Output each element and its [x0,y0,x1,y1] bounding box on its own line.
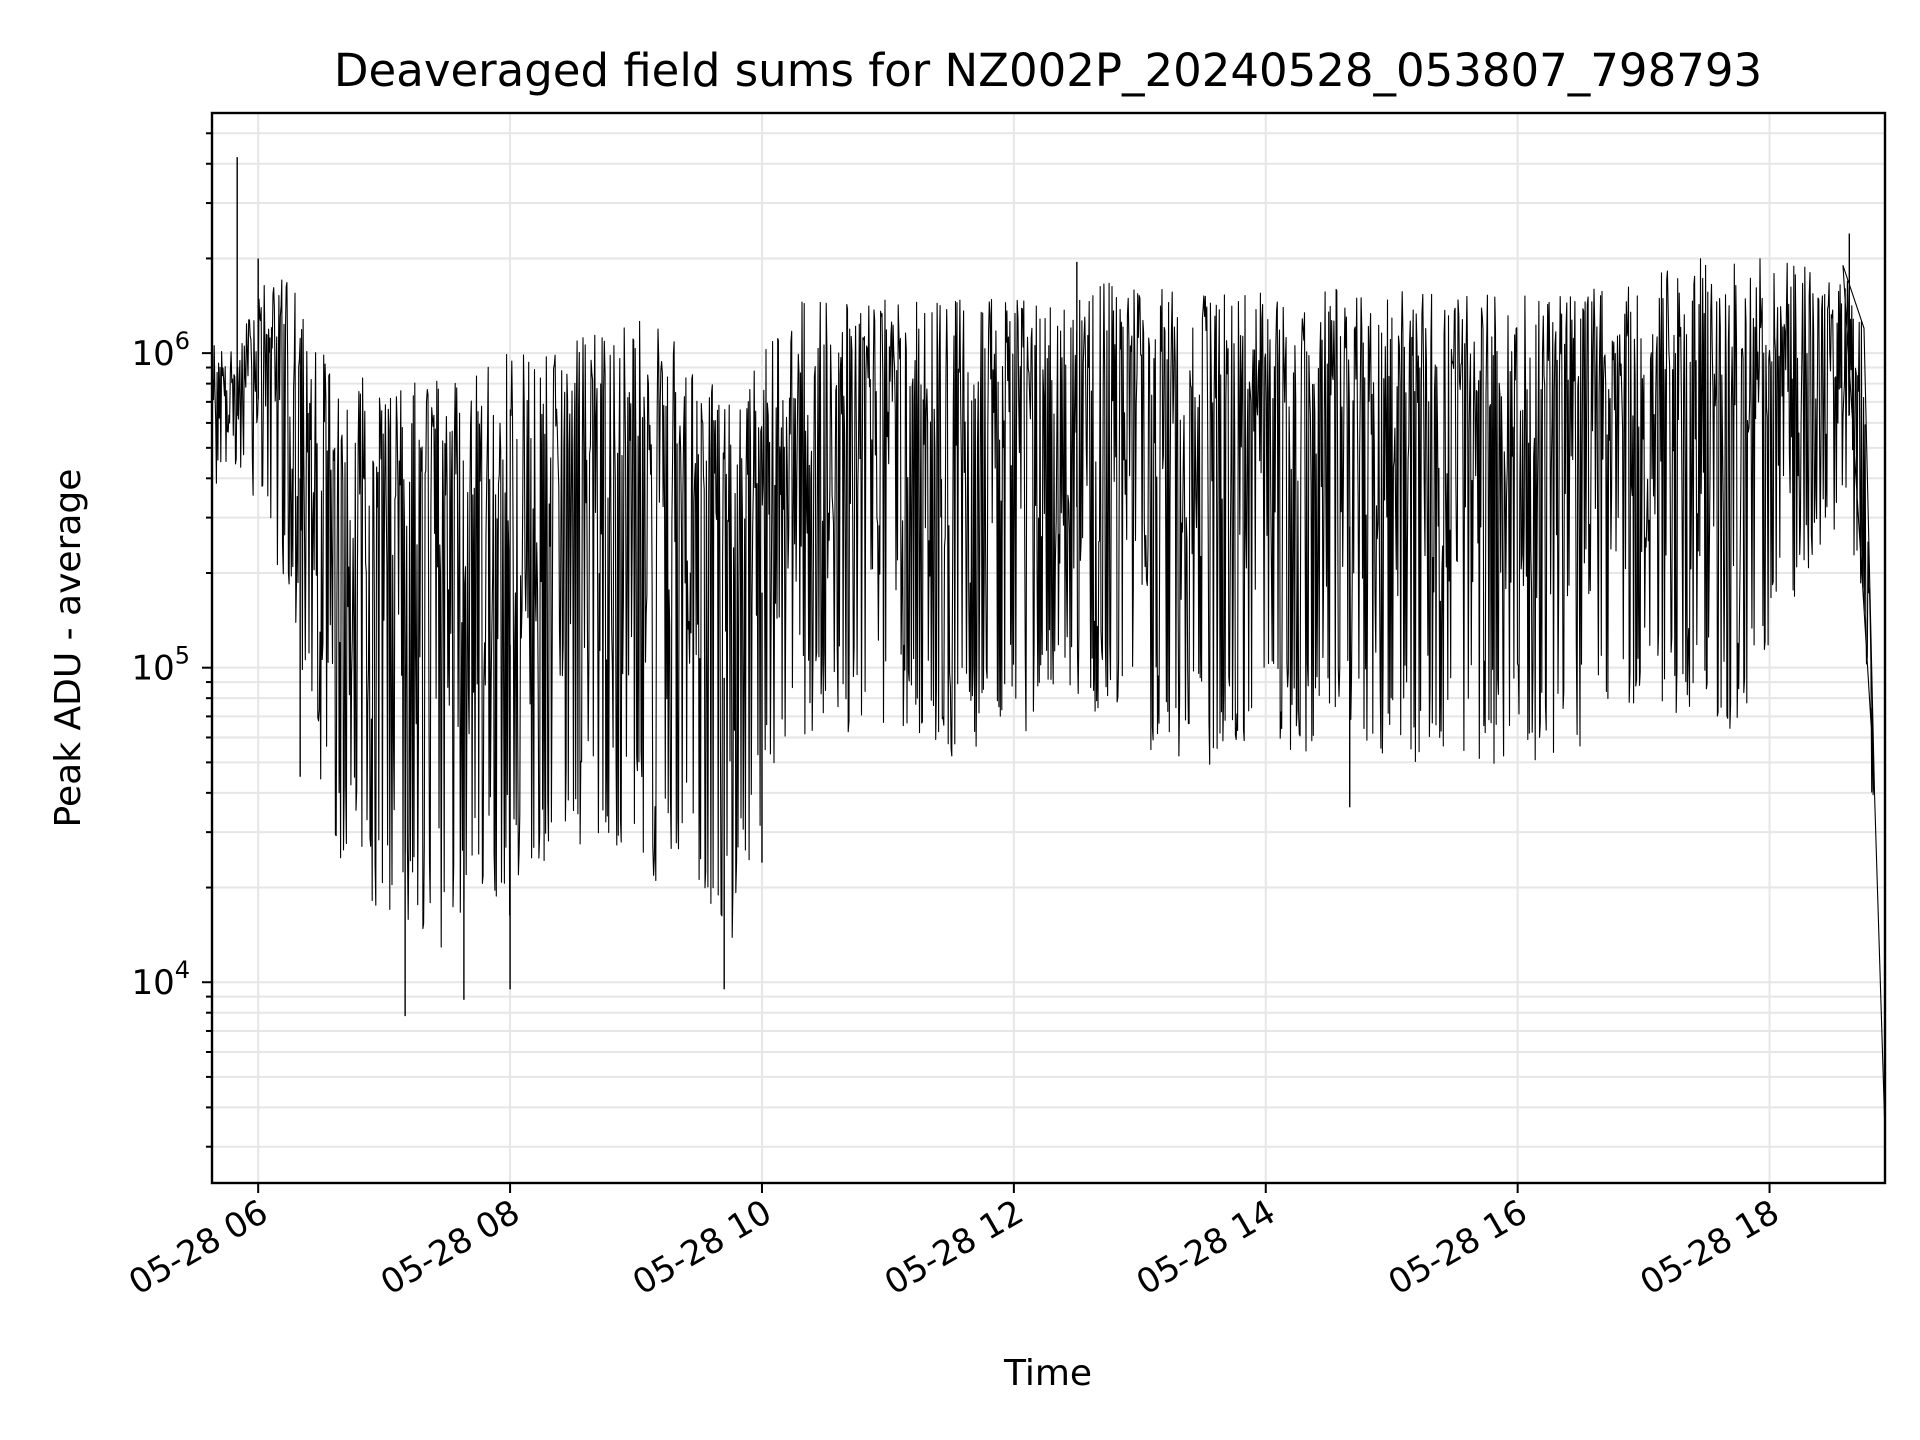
x-tick-label: 05-28 06 [122,1192,274,1303]
x-tick-label: 05-28 10 [626,1192,778,1303]
x-tick-label: 05-28 14 [1130,1192,1282,1303]
plot-area [212,157,1885,1134]
series-line [212,258,1885,1134]
x-tick-label: 05-28 18 [1634,1192,1786,1303]
chart-title: Deaveraged field sums for NZ002P_2024052… [334,44,1762,97]
x-tick-label: 05-28 16 [1382,1192,1534,1303]
y-axis-label: Peak ADU - average [48,469,89,828]
x-axis-label: Time [1003,1353,1092,1394]
x-tick-label: 05-28 12 [878,1192,1030,1303]
plot-frame [210,111,1887,1185]
axis-ticks: 104 105 106 05-28 06 05-28 08 05-28 10 05-28 1… [122,132,1786,1303]
y-tick-label: 105 [131,642,190,689]
y-tick-label: 104 [131,956,190,1003]
x-tick-label: 05-28 08 [374,1192,526,1303]
y-tick-label: 106 [131,327,190,374]
